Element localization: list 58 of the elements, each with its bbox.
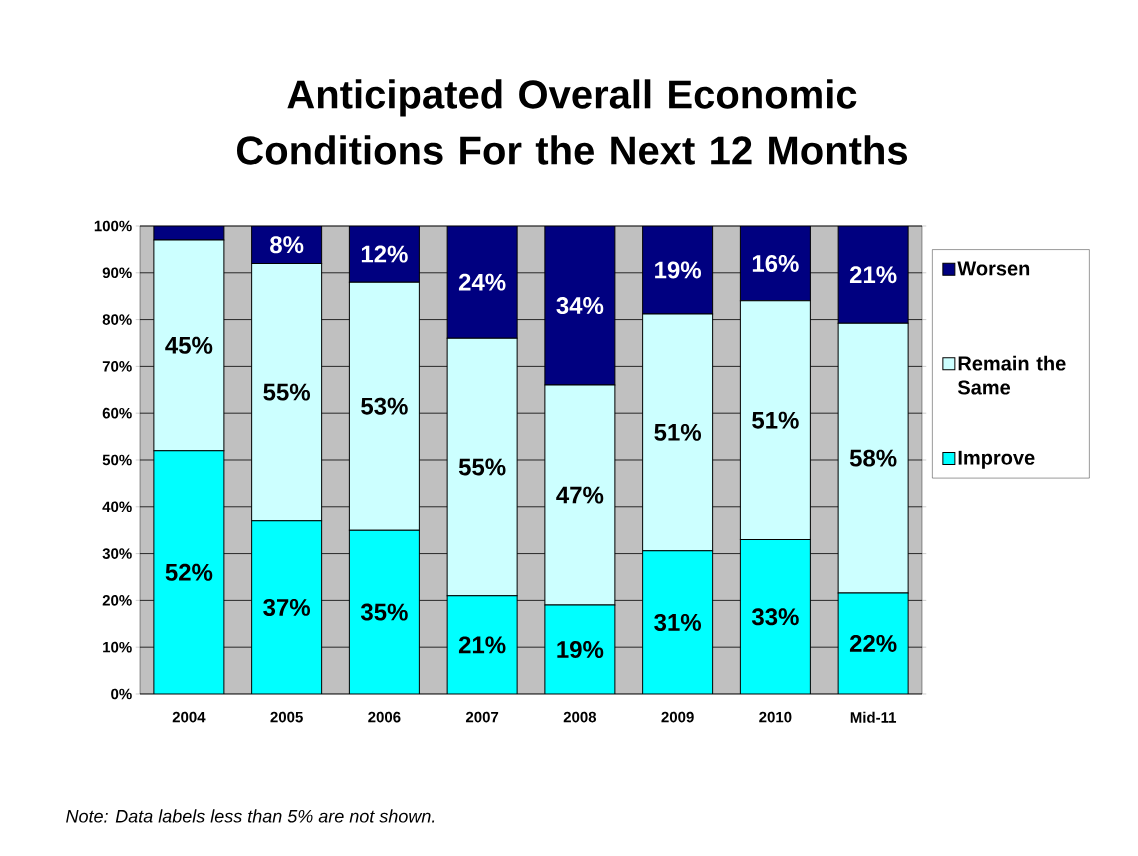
x-tick-label: 2004 [172,711,206,723]
data-label: 16% [752,254,799,272]
data-label: 58% [849,449,897,467]
data-label: 51% [752,411,799,429]
chart-title: Anticipated Overall Economic Conditions For the Next 12 Months [236,79,908,165]
x-tick-label: 2010 [759,711,792,723]
y-tick-label: 90% [102,267,132,279]
x-tick-label: 2007 [465,711,499,723]
bar [251,520,323,694]
data-label: 34% [556,297,604,315]
x-tick-label: 2006 [368,711,401,723]
y-tick-label: 70% [102,361,132,372]
bar [544,225,616,386]
y-tick-label: 50% [102,454,132,466]
bar [446,595,518,694]
legend-label: Worsen [957,261,1030,276]
x-tick-label: 2005 [270,711,303,723]
y-tick-label: 30% [102,548,132,559]
text: Note: Data labels less than 5% are not shown. [66,809,435,823]
data-label: 52% [165,563,213,581]
data-label: 35% [360,603,408,621]
bar [837,225,909,324]
data-label: 31% [654,613,701,631]
data-label: 19% [655,261,701,279]
data-label: 12% [361,245,408,263]
y-tick-label: 80% [102,314,132,325]
bar [739,539,811,694]
y-tick-label: 0% [111,688,132,700]
data-label: 45% [165,336,213,354]
data-label: 8% [270,236,304,254]
bar [642,225,714,315]
y-tick-label: 10% [103,641,132,653]
bar [642,550,714,694]
x-tick-label: Mid-11 [850,711,897,723]
data-label: 53% [361,397,408,415]
data-label: 33% [751,608,799,626]
data-label: 24% [458,273,506,291]
data-label: 21% [849,266,897,284]
data-label: 47% [556,486,604,504]
x-tick-label: 2009 [661,711,694,723]
data-label: 55% [458,458,506,476]
legend-label: Improve [958,450,1035,469]
bar [153,450,225,694]
data-label: 37% [263,598,310,616]
x-tick-label: 2008 [563,711,597,723]
y-tick-label: 60% [102,407,132,419]
data-label: 19% [557,641,604,659]
legend-label: Remain the Same [957,355,1066,395]
y-tick-label: 100% [94,220,132,232]
bar [446,225,518,339]
data-label: 51% [654,423,701,441]
bar [837,592,909,694]
data-label: 22% [849,634,897,652]
y-tick-label: 40% [102,501,132,513]
data-label: 21% [458,636,506,654]
bar [348,529,420,694]
data-label: 55% [263,383,310,401]
y-tick-label: 20% [102,595,132,606]
